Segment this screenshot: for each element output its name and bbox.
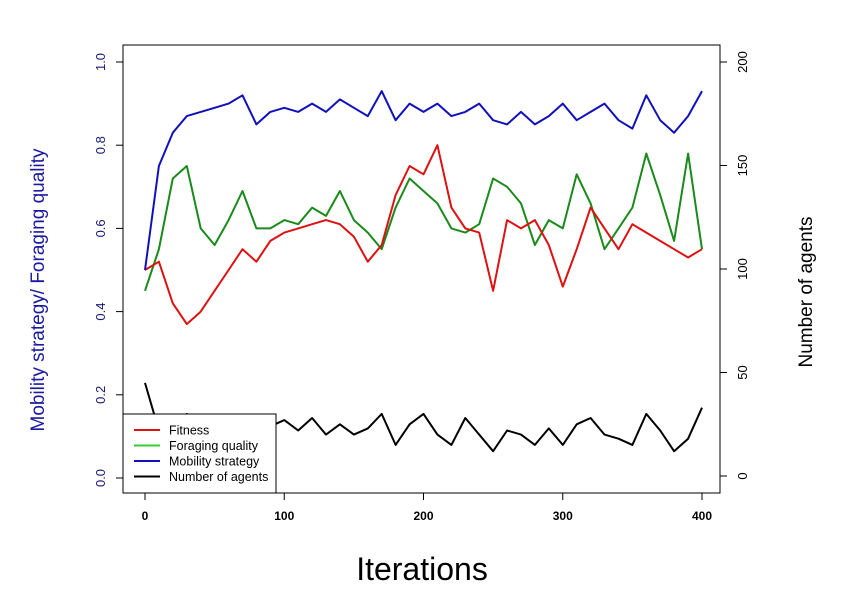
y-axis-label: Mobility strategy/ Foraging quality [28, 148, 49, 432]
legend-label: Mobility strategy [169, 455, 260, 469]
series-line-fitness [144, 144, 703, 326]
y-tick-label: 0.6 [93, 219, 108, 237]
legend-box [122, 413, 277, 494]
y-tick-label: 0.8 [93, 136, 108, 154]
x-tick-label: 0 [142, 509, 149, 523]
y-right-tick-label: 150 [735, 155, 750, 177]
y-right-tick-label: 200 [735, 51, 750, 73]
y-axis-right-label: Number of agents [796, 216, 817, 367]
y-right-tick-label: 0 [735, 472, 750, 479]
x-axis-label: Iterations [356, 551, 488, 587]
y-tick-label: 0.2 [93, 386, 108, 404]
x-tick-label: 400 [692, 509, 712, 523]
series-layer [144, 90, 703, 453]
x-tick-label: 200 [413, 509, 433, 523]
x-tick-label: 100 [274, 509, 294, 523]
series-line-mobility-strategy [144, 90, 703, 271]
legend-label: Fitness [169, 424, 209, 438]
series-line-foraging-quality [144, 152, 703, 292]
legend-label: Number of agents [169, 470, 268, 484]
legend-label: Foraging quality [169, 439, 259, 453]
y-tick-label: 0.4 [93, 303, 108, 321]
x-tick-label: 300 [553, 509, 573, 523]
y-tick-label: 1.0 [93, 53, 108, 71]
y-right-tick-label: 50 [735, 365, 750, 379]
y-tick-label: 0.0 [93, 469, 108, 487]
y-right-tick-label: 100 [735, 258, 750, 280]
axes-layer: 0 100 200 300 400 0.0 0.2 0.4 0.6 0.8 1.0 0 50 100 150… [93, 51, 750, 523]
